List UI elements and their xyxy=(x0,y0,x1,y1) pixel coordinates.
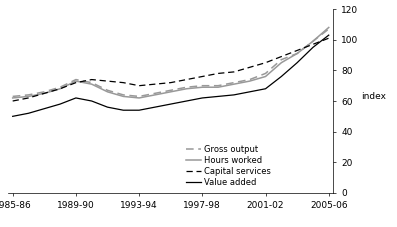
Value added xyxy=(105,106,110,109)
Capital services xyxy=(105,80,110,82)
Value added xyxy=(216,95,220,98)
Gross output xyxy=(168,89,173,92)
Gross output xyxy=(279,58,284,61)
Gross output xyxy=(121,94,126,96)
Value added xyxy=(73,97,78,99)
Gross output xyxy=(326,28,331,30)
Capital services xyxy=(295,49,299,52)
Capital services xyxy=(152,83,157,86)
Line: Gross output: Gross output xyxy=(13,29,329,96)
Value added xyxy=(247,90,252,93)
Capital services xyxy=(279,55,284,58)
Hours worked xyxy=(247,80,252,82)
Value added xyxy=(89,100,94,102)
Capital services xyxy=(184,78,189,81)
Value added xyxy=(279,75,284,78)
Gross output xyxy=(310,40,315,43)
Value added xyxy=(310,46,315,49)
Gross output xyxy=(89,81,94,84)
Capital services xyxy=(42,92,47,95)
Capital services xyxy=(137,84,141,87)
Gross output xyxy=(42,90,47,93)
Gross output xyxy=(247,78,252,81)
Gross output xyxy=(216,84,220,87)
Hours worked xyxy=(295,52,299,55)
Value added xyxy=(26,112,31,115)
Gross output xyxy=(263,72,268,75)
Hours worked xyxy=(231,83,236,86)
Value added xyxy=(295,61,299,64)
Gross output xyxy=(184,86,189,89)
Value added xyxy=(200,97,205,99)
Capital services xyxy=(216,72,220,75)
Hours worked xyxy=(26,95,31,98)
Line: Hours worked: Hours worked xyxy=(13,27,329,98)
Hours worked xyxy=(168,90,173,93)
Gross output xyxy=(200,84,205,87)
Capital services xyxy=(200,75,205,78)
Y-axis label: index: index xyxy=(361,92,386,101)
Capital services xyxy=(231,71,236,73)
Gross output xyxy=(295,52,299,55)
Value added xyxy=(152,106,157,109)
Gross output xyxy=(231,81,236,84)
Capital services xyxy=(121,81,126,84)
Hours worked xyxy=(42,92,47,95)
Capital services xyxy=(310,43,315,46)
Value added xyxy=(263,87,268,90)
Hours worked xyxy=(279,61,284,64)
Capital services xyxy=(247,66,252,69)
Gross output xyxy=(58,86,62,89)
Gross output xyxy=(10,95,15,98)
Value added xyxy=(10,115,15,118)
Hours worked xyxy=(326,26,331,29)
Value added xyxy=(326,34,331,37)
Value added xyxy=(121,109,126,112)
Capital services xyxy=(26,97,31,99)
Capital services xyxy=(58,87,62,90)
Hours worked xyxy=(216,86,220,89)
Capital services xyxy=(168,81,173,84)
Hours worked xyxy=(73,80,78,82)
Capital services xyxy=(326,37,331,39)
Line: Capital services: Capital services xyxy=(13,38,329,101)
Value added xyxy=(231,94,236,96)
Value added xyxy=(168,103,173,105)
Legend: Gross output, Hours worked, Capital services, Value added: Gross output, Hours worked, Capital serv… xyxy=(185,145,271,187)
Gross output xyxy=(137,95,141,98)
Value added xyxy=(58,103,62,105)
Hours worked xyxy=(105,90,110,93)
Value added xyxy=(42,107,47,110)
Line: Value added: Value added xyxy=(13,35,329,116)
Value added xyxy=(137,109,141,112)
Gross output xyxy=(26,94,31,96)
Hours worked xyxy=(89,83,94,86)
Gross output xyxy=(152,92,157,95)
Hours worked xyxy=(10,97,15,99)
Capital services xyxy=(89,78,94,81)
Capital services xyxy=(10,100,15,102)
Hours worked xyxy=(263,75,268,78)
Value added xyxy=(184,100,189,102)
Capital services xyxy=(263,61,268,64)
Hours worked xyxy=(152,94,157,96)
Hours worked xyxy=(121,95,126,98)
Hours worked xyxy=(310,40,315,43)
Hours worked xyxy=(200,86,205,89)
Capital services xyxy=(73,81,78,84)
Hours worked xyxy=(184,87,189,90)
Gross output xyxy=(73,78,78,81)
Hours worked xyxy=(137,97,141,99)
Hours worked xyxy=(58,87,62,90)
Gross output xyxy=(105,89,110,92)
